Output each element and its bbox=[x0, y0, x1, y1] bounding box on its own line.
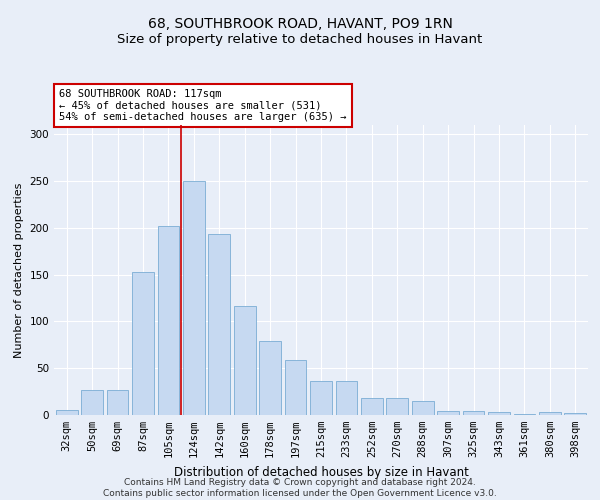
Bar bbox=[514, 414, 535, 415]
Text: 68 SOUTHBROOK ROAD: 117sqm
← 45% of detached houses are smaller (531)
54% of sem: 68 SOUTHBROOK ROAD: 117sqm ← 45% of deta… bbox=[59, 89, 347, 122]
Bar bbox=[234, 306, 256, 415]
Bar bbox=[158, 226, 179, 415]
Bar bbox=[463, 412, 484, 415]
Bar bbox=[56, 410, 77, 415]
Text: Contains HM Land Registry data © Crown copyright and database right 2024.
Contai: Contains HM Land Registry data © Crown c… bbox=[103, 478, 497, 498]
Bar bbox=[310, 382, 332, 415]
Y-axis label: Number of detached properties: Number of detached properties bbox=[14, 182, 24, 358]
Text: 68, SOUTHBROOK ROAD, HAVANT, PO9 1RN: 68, SOUTHBROOK ROAD, HAVANT, PO9 1RN bbox=[148, 18, 452, 32]
Bar bbox=[361, 398, 383, 415]
Bar bbox=[335, 382, 357, 415]
Bar bbox=[488, 412, 510, 415]
Bar bbox=[412, 401, 434, 415]
Bar bbox=[285, 360, 307, 415]
Bar bbox=[107, 390, 128, 415]
Bar bbox=[132, 272, 154, 415]
Bar bbox=[259, 341, 281, 415]
Bar bbox=[183, 181, 205, 415]
Bar bbox=[82, 390, 103, 415]
Bar bbox=[437, 412, 459, 415]
Text: Size of property relative to detached houses in Havant: Size of property relative to detached ho… bbox=[118, 32, 482, 46]
Bar bbox=[539, 412, 560, 415]
Bar bbox=[565, 413, 586, 415]
Bar bbox=[386, 398, 408, 415]
Bar bbox=[208, 234, 230, 415]
X-axis label: Distribution of detached houses by size in Havant: Distribution of detached houses by size … bbox=[173, 466, 469, 478]
